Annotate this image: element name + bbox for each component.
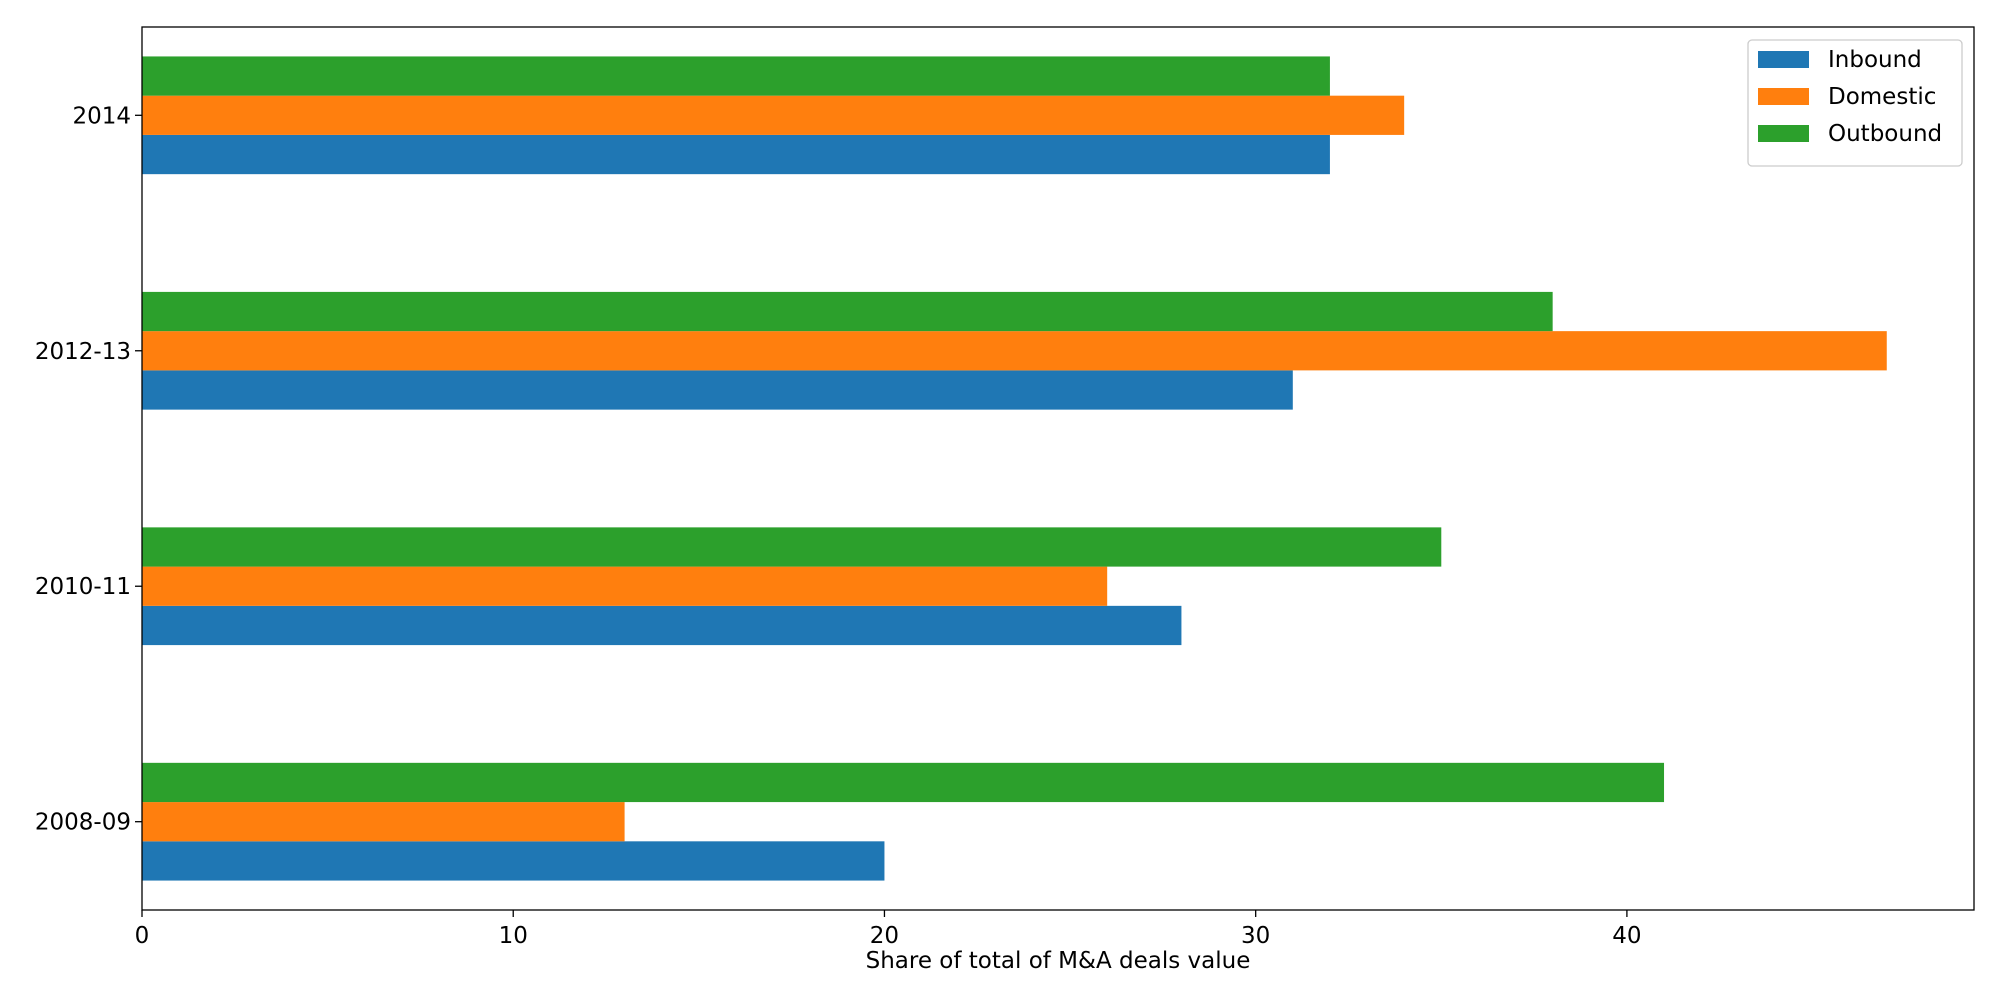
x-tick-label: 30: [1241, 923, 1270, 949]
y-axis: 2008-09 2010-11 2012-13 2014: [35, 103, 142, 836]
bar-outbound-2012-13: [142, 291, 1553, 332]
legend-label-outbound: Outbound: [1828, 121, 1942, 147]
y-tick-label: 2012-13: [35, 339, 131, 365]
bar-inbound-2012-13: [142, 370, 1293, 410]
bar-domestic-2014: [142, 95, 1405, 135]
bar-inbound-2008-09: [142, 841, 885, 881]
legend-swatch-domestic: [1758, 88, 1809, 105]
y-tick-label: 2008-09: [35, 810, 131, 836]
y-tick-label: 2014: [72, 103, 131, 129]
bar-domestic-2008-09: [142, 802, 625, 842]
x-tick-label: 20: [870, 923, 899, 949]
bar-inbound-2014: [142, 134, 1330, 175]
legend-swatch-outbound: [1758, 125, 1809, 142]
x-axis-title: Share of total of M&A deals value: [866, 948, 1251, 974]
bar-outbound-2010-11: [142, 527, 1442, 567]
legend-label-inbound: Inbound: [1828, 47, 1922, 73]
bar-domestic-2012-13: [142, 331, 1887, 371]
plot-frame: [141, 26, 1975, 911]
y-tick-label: 2010-11: [35, 574, 131, 600]
bar-domestic-2010-11: [142, 566, 1108, 606]
legend: Inbound Domestic Outbound: [1747, 39, 1963, 167]
bar-outbound-2014: [142, 56, 1330, 96]
x-tick-label: 0: [135, 923, 150, 949]
legend-label-domestic: Domestic: [1828, 84, 1936, 110]
legend-swatch-inbound: [1758, 51, 1809, 68]
bars-group: [142, 56, 1887, 881]
bar-inbound-2010-11: [142, 605, 1182, 646]
x-axis: 0 10 20 30 40: [135, 910, 1642, 949]
x-tick-label: 40: [1612, 923, 1641, 949]
bar-outbound-2008-09: [142, 762, 1665, 803]
x-tick-label: 10: [499, 923, 528, 949]
